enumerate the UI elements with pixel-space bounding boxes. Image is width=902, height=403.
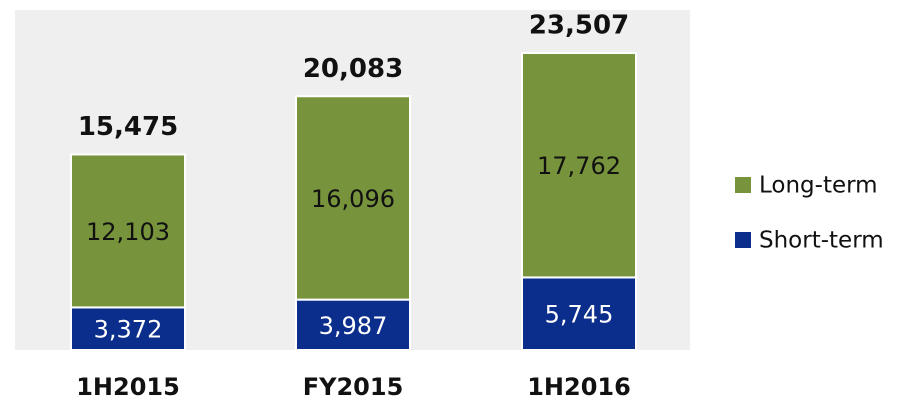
total-label: 15,475: [78, 112, 178, 142]
bar-segment: [521, 52, 637, 279]
bar-segment: [295, 95, 411, 301]
bar-segment: [295, 298, 411, 351]
legend-label: Short-term: [759, 228, 884, 254]
segment-label: 16,096: [311, 185, 395, 213]
legend-swatch: [735, 177, 751, 193]
total-label: 20,083: [303, 54, 403, 84]
segment-label: 17,762: [537, 152, 621, 180]
legend-swatch: [735, 232, 751, 248]
segment-label: 3,372: [94, 316, 163, 344]
x-tick-label: FY2015: [303, 373, 404, 401]
bar-segment: [521, 276, 637, 352]
legend-label: Long-term: [759, 173, 878, 199]
bar-segment: [70, 153, 186, 309]
x-tick-label: 1H2015: [76, 373, 180, 401]
x-tick-label: 1H2016: [527, 373, 631, 401]
segment-label: 3,987: [319, 312, 388, 340]
bar-segment: [70, 306, 186, 352]
segment-label: 5,745: [545, 301, 614, 329]
segment-label: 12,103: [86, 218, 170, 246]
total-label: 23,507: [529, 11, 629, 41]
